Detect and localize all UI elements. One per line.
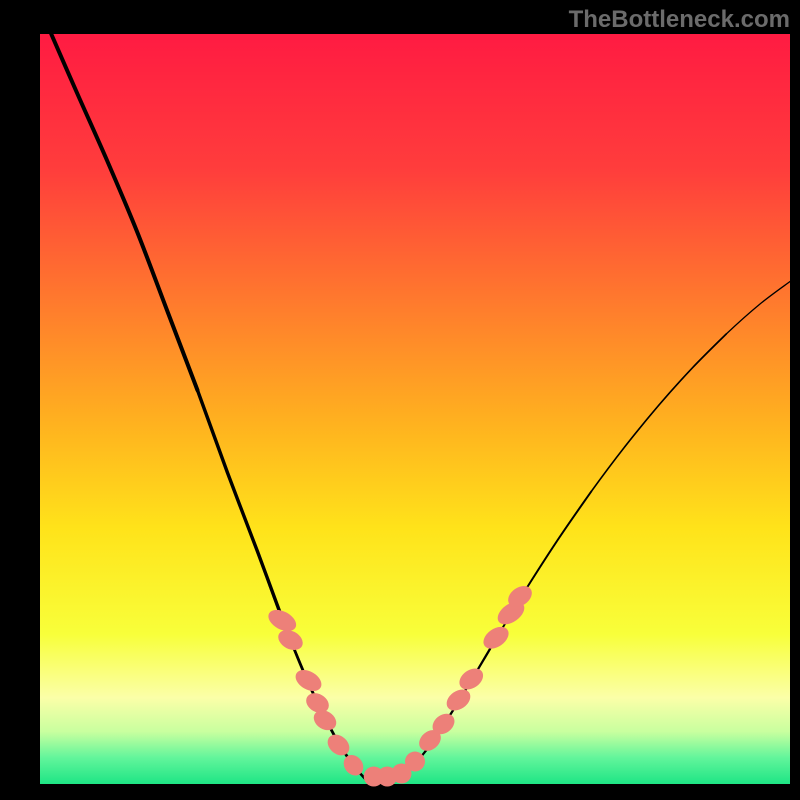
chart-container: TheBottleneck.com	[0, 0, 800, 800]
plot-background	[40, 34, 790, 784]
watermark-label: TheBottleneck.com	[569, 6, 790, 34]
